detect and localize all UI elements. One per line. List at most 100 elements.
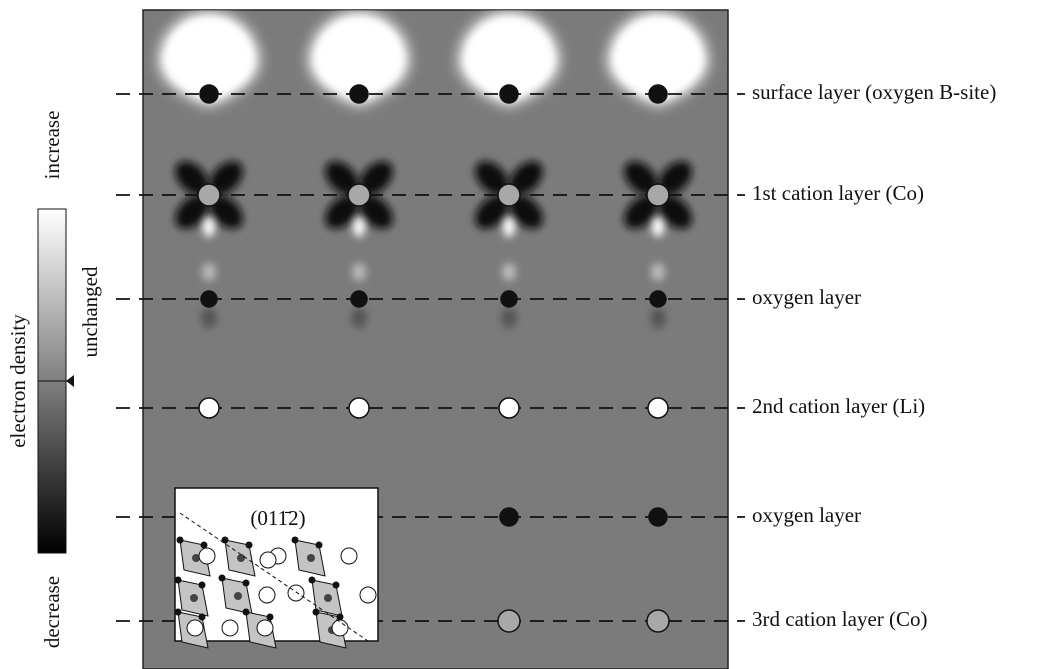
layer-label: 1st cation layer (Co) <box>752 181 924 205</box>
inset-li <box>259 551 277 569</box>
inset-plane <box>179 512 369 642</box>
atom <box>347 183 371 207</box>
inset-oxygen <box>308 576 316 584</box>
inset-frame <box>174 487 379 642</box>
inset-label: (011̄2) <box>250 506 305 530</box>
layer-label: oxygen layer <box>752 503 861 527</box>
density-decrease <box>175 161 209 195</box>
inset-li <box>340 547 358 565</box>
density-decrease <box>209 161 243 195</box>
inset-oxygen <box>291 536 299 544</box>
atom <box>350 290 368 308</box>
colorbar-axis-label: electron density <box>6 314 30 448</box>
density-decrease <box>475 195 509 229</box>
inset-oxygen <box>174 576 182 584</box>
density-decrease <box>624 161 658 195</box>
inset-oxygen <box>332 581 340 589</box>
inset-oxygen <box>336 613 344 621</box>
density-decrease <box>475 161 509 195</box>
density-decrease <box>359 161 393 195</box>
density-decrease-faint <box>650 308 666 328</box>
atom <box>497 183 521 207</box>
density-decrease <box>658 161 692 195</box>
inset-oxygen <box>315 541 323 549</box>
inset-cation <box>307 554 315 562</box>
density-decrease-faint <box>351 308 367 328</box>
density-decrease-faint <box>501 308 517 328</box>
atom <box>499 507 519 527</box>
inset-oxygen <box>221 536 229 544</box>
density-increase-faint <box>352 263 366 281</box>
inset: (011̄2) <box>174 487 379 649</box>
inset-oxygen <box>174 608 182 616</box>
atom <box>649 290 667 308</box>
colorbar-marker <box>66 375 74 387</box>
density-decrease <box>624 195 658 229</box>
density-decrease <box>209 195 243 229</box>
colorbar-top-label: increase <box>40 111 64 180</box>
atom <box>348 397 370 419</box>
inset-li <box>331 619 349 637</box>
layer-label: 2nd cation layer (Li) <box>752 394 925 418</box>
atom <box>647 397 669 419</box>
inset-oxygen <box>198 581 206 589</box>
density-increase-small <box>652 217 664 237</box>
inset-li <box>258 586 276 604</box>
inset-oxygen <box>266 613 274 621</box>
inset-cation <box>190 594 198 602</box>
density-decrease <box>509 195 543 229</box>
inset-cation <box>234 592 242 600</box>
density-increase-core <box>165 18 253 100</box>
atom <box>497 609 521 633</box>
inset-li <box>198 547 216 565</box>
density-increase-core <box>614 18 702 100</box>
density-increase-small <box>353 217 365 237</box>
inset-oxygen <box>218 574 226 582</box>
density-decrease-faint <box>201 308 217 328</box>
colorbar-middle-label: unchanged <box>78 266 102 357</box>
atom <box>646 609 670 633</box>
inset-cation <box>237 554 245 562</box>
density-increase-faint <box>502 263 516 281</box>
atom <box>499 84 519 104</box>
inset-li <box>186 619 204 637</box>
layer-label: surface layer (oxygen B-site) <box>752 80 996 104</box>
inset-structure <box>174 536 377 649</box>
inset-oxygen <box>242 579 250 587</box>
inset-cation <box>192 554 200 562</box>
density-increase-faint <box>651 263 665 281</box>
colorbar: increase decrease electron density uncha… <box>6 111 102 649</box>
density-increase-core <box>465 18 553 100</box>
inset-li <box>359 586 377 604</box>
density-decrease <box>325 161 359 195</box>
density-decrease <box>175 195 209 229</box>
density-decrease <box>359 195 393 229</box>
atom <box>198 397 220 419</box>
inset-oxygen <box>242 608 250 616</box>
density-increase-small <box>503 217 515 237</box>
atom <box>197 183 221 207</box>
atom <box>199 84 219 104</box>
density-features <box>159 11 708 328</box>
density-decrease <box>509 161 543 195</box>
inset-li <box>256 619 274 637</box>
density-decrease <box>325 195 359 229</box>
inset-oxygen <box>245 541 253 549</box>
atom <box>200 290 218 308</box>
inset-oxygen <box>200 541 208 549</box>
inset-li <box>287 584 305 602</box>
atom <box>648 84 668 104</box>
inset-cation <box>324 594 332 602</box>
density-increase-faint <box>202 263 216 281</box>
colorbar-bottom-label: decrease <box>40 576 64 648</box>
inset-oxygen <box>198 613 206 621</box>
atom <box>500 290 518 308</box>
inset-li <box>221 619 239 637</box>
atom <box>498 397 520 419</box>
atom <box>648 507 668 527</box>
inset-oxygen <box>312 608 320 616</box>
layer-label: oxygen layer <box>752 285 861 309</box>
density-decrease <box>658 195 692 229</box>
density-increase-small <box>203 217 215 237</box>
